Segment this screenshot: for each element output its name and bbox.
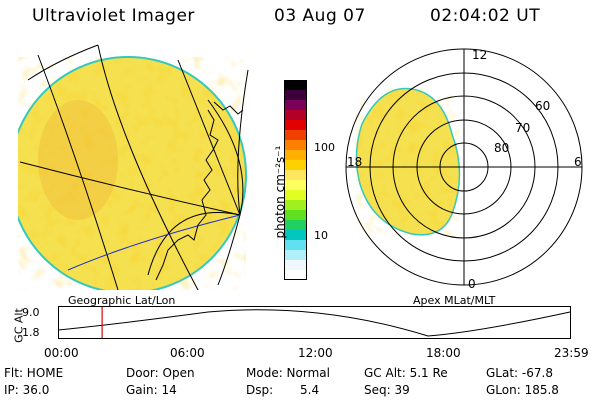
x-tick-2359: 23:59 bbox=[554, 346, 589, 360]
mlt-label-12: 12 bbox=[472, 48, 487, 62]
date-label: 03 Aug 07 bbox=[274, 6, 366, 26]
mlat-label-70: 70 bbox=[515, 121, 530, 135]
x-tick-1800: 18:00 bbox=[426, 346, 461, 360]
status-glon: GLon: 185.8 bbox=[486, 383, 559, 397]
status-gc-alt: GC Alt: 5.1 Re bbox=[364, 366, 448, 380]
colorbar-cell bbox=[284, 270, 307, 280]
mlt-label-6: 6 bbox=[574, 155, 582, 169]
colorbar-cell bbox=[284, 110, 307, 121]
time-label: 02:04:02 UT bbox=[430, 6, 541, 26]
status-gain: Gain: 14 bbox=[126, 383, 177, 397]
colorbar-cell bbox=[284, 200, 307, 211]
mlat-label-80: 80 bbox=[494, 141, 509, 155]
mlt-label-0: 0 bbox=[468, 277, 476, 290]
colorbar-cell bbox=[284, 90, 307, 101]
colorbar-cell bbox=[284, 260, 307, 271]
alt-y-tick-bottom: 1.8 bbox=[22, 326, 40, 339]
colorbar-cell bbox=[284, 130, 307, 141]
polar-image: 12 0 18 6 60 70 80 bbox=[345, 48, 583, 290]
x-tick-0000: 00:00 bbox=[44, 346, 79, 360]
status-flt: Flt: HOME bbox=[4, 366, 64, 380]
colorbar-cell bbox=[284, 160, 307, 171]
status-mode: Mode: Normal bbox=[246, 366, 330, 380]
instrument-title: Ultraviolet Imager bbox=[32, 6, 195, 26]
status-dsp-label: Dsp: bbox=[246, 383, 274, 397]
mlat-label-60: 60 bbox=[535, 99, 550, 113]
status-ip: IP: 36.0 bbox=[4, 383, 50, 397]
geographic-image bbox=[18, 44, 249, 290]
colorbar-cell bbox=[284, 170, 307, 181]
geographic-projection-label: Geographic Lat/Lon bbox=[68, 294, 176, 307]
colorbar-cell bbox=[284, 220, 307, 231]
altitude-curve bbox=[58, 309, 571, 337]
status-glat: GLat: -67.8 bbox=[486, 366, 553, 380]
colorbar-cell bbox=[284, 100, 307, 111]
colorbar-cell bbox=[284, 190, 307, 201]
status-door: Door: Open bbox=[126, 366, 195, 380]
colorbar-unit-label: photon cm⁻²s⁻¹ bbox=[273, 145, 287, 239]
colorbar-cell bbox=[284, 210, 307, 221]
colorbar-cell bbox=[284, 150, 307, 161]
colorbar-cell bbox=[284, 240, 307, 251]
status-seq: Seq: 39 bbox=[364, 383, 410, 397]
colorbar-cell bbox=[284, 80, 307, 91]
colorbar-cell bbox=[284, 250, 307, 261]
colorbar-cell bbox=[284, 180, 307, 191]
colorbar bbox=[284, 80, 307, 280]
altitude-plot bbox=[58, 306, 571, 339]
x-tick-1200: 12:00 bbox=[298, 346, 333, 360]
colorbar-tick-100: 100 bbox=[314, 141, 335, 154]
mlt-label-18: 18 bbox=[347, 155, 362, 169]
apex-projection-label: Apex MLat/MLT bbox=[413, 294, 496, 307]
colorbar-tick-10: 10 bbox=[314, 229, 328, 242]
colorbar-cell bbox=[284, 120, 307, 131]
colorbar-cell bbox=[284, 230, 307, 241]
status-dsp-value: 5.4 bbox=[300, 383, 320, 397]
alt-y-tick-top: 9.0 bbox=[22, 306, 40, 319]
x-tick-0600: 06:00 bbox=[170, 346, 205, 360]
colorbar-cell bbox=[284, 140, 307, 151]
